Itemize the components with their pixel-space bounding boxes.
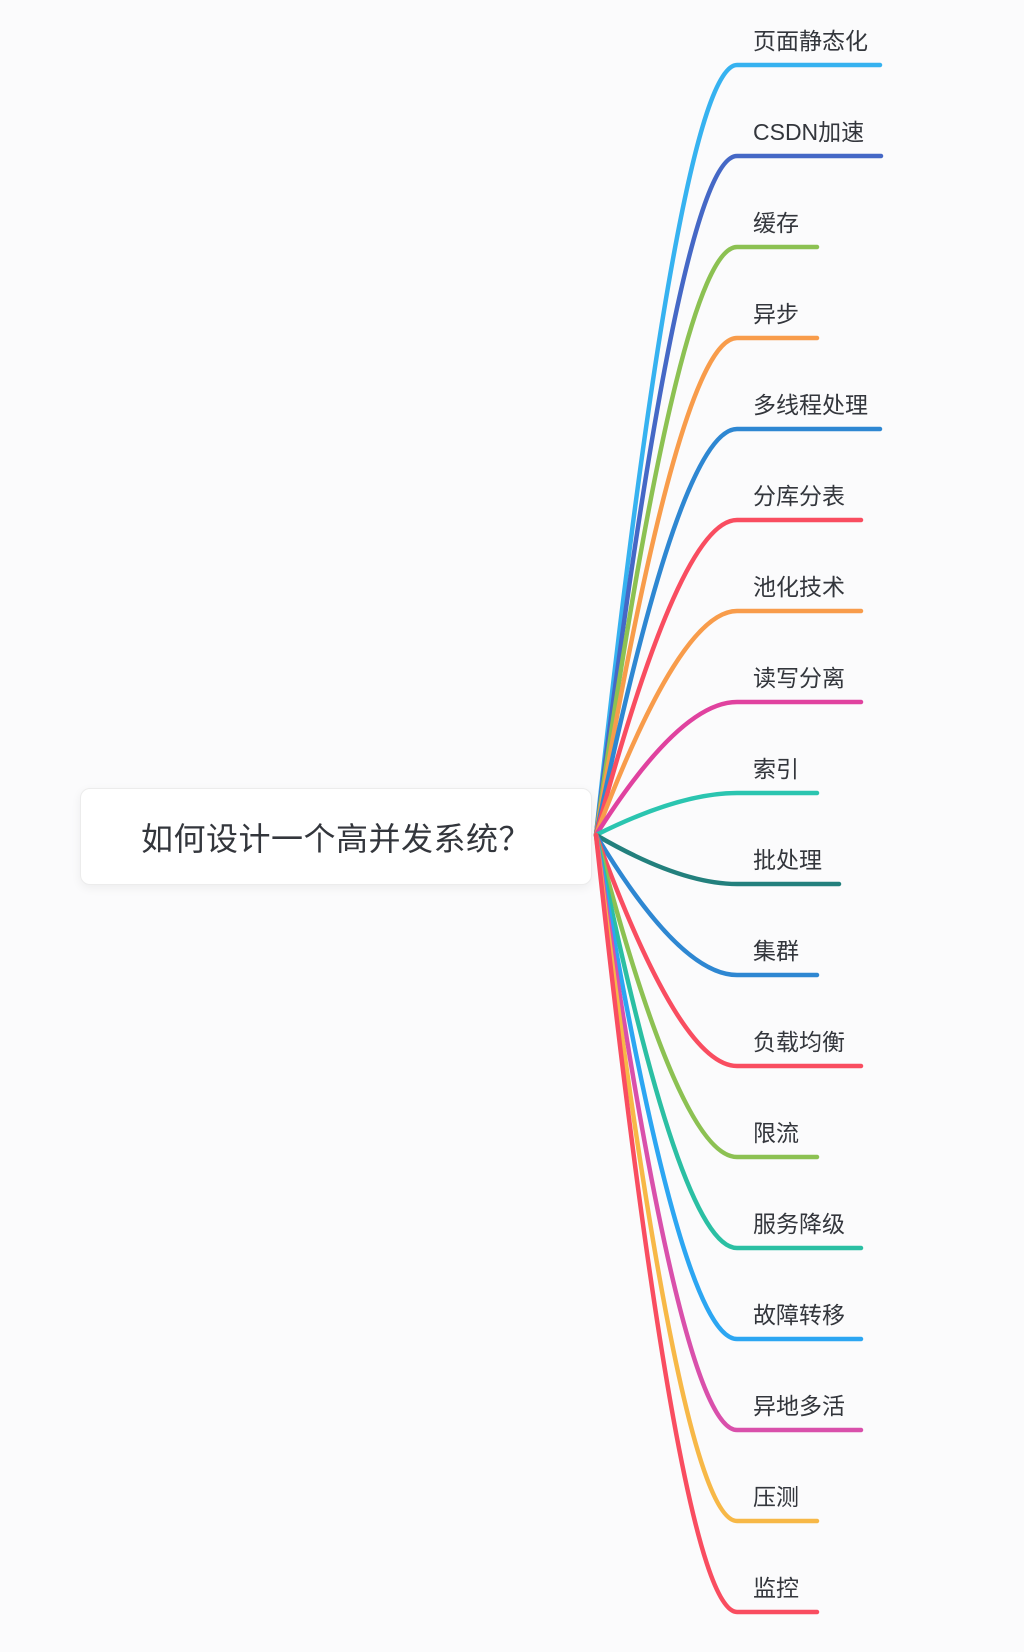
branch-node-6[interactable]: 分库分表: [753, 483, 845, 509]
branch-connector-16: [593, 832, 864, 1433]
branch-node-3[interactable]: 缓存: [753, 210, 799, 236]
branch-connector-7: [593, 608, 864, 838]
branch-node-13[interactable]: 限流: [753, 1120, 799, 1146]
branch-connector-8: [593, 699, 864, 838]
branch-connector-1: [593, 62, 883, 838]
branch-node-8[interactable]: 读写分离: [753, 665, 845, 691]
branch-node-2[interactable]: CSDN加速: [753, 119, 865, 145]
branch-node-15[interactable]: 故障转移: [753, 1302, 845, 1328]
branch-node-5[interactable]: 多线程处理: [753, 392, 868, 418]
branch-connector-3: [593, 244, 820, 838]
root-node[interactable]: 如何设计一个高并发系统？: [80, 788, 592, 885]
branch-node-9[interactable]: 索引: [753, 756, 799, 782]
branch-connector-13: [593, 832, 820, 1160]
branch-node-12[interactable]: 负载均衡: [753, 1029, 845, 1055]
branch-node-18[interactable]: 监控: [753, 1575, 799, 1601]
branch-node-7[interactable]: 池化技术: [753, 574, 845, 600]
branch-node-10[interactable]: 批处理: [753, 847, 822, 873]
branch-connector-9: [593, 790, 820, 838]
root-label: 如何设计一个高并发系统？: [140, 820, 531, 857]
branch-node-4[interactable]: 异步: [753, 301, 799, 327]
branch-connector-15: [593, 832, 864, 1342]
branch-node-17[interactable]: 压测: [753, 1484, 799, 1510]
branch-node-11[interactable]: 集群: [753, 938, 799, 964]
branch-node-16[interactable]: 异地多活: [753, 1393, 845, 1419]
branch-node-1[interactable]: 页面静态化: [753, 28, 868, 54]
branch-node-14[interactable]: 服务降级: [753, 1211, 845, 1237]
